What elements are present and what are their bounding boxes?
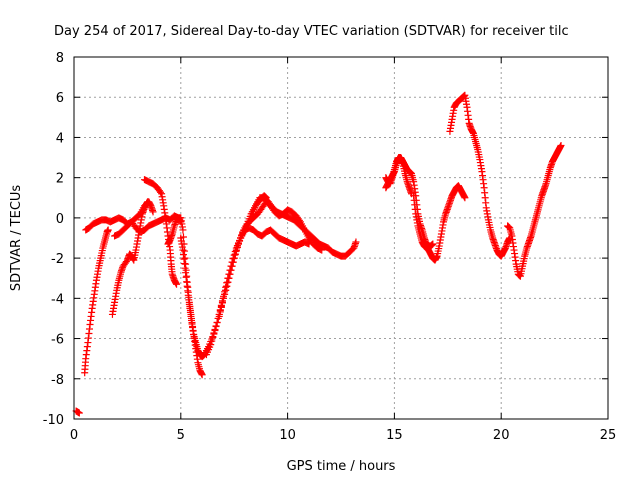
- data-point: [104, 226, 112, 234]
- data-point: [75, 409, 83, 417]
- data-point: [213, 318, 221, 326]
- data-point: [209, 334, 217, 342]
- series-arc-14: [410, 182, 469, 264]
- data-point: [233, 243, 241, 251]
- series-arc-1: [72, 407, 83, 417]
- series-arc-4: [108, 198, 152, 318]
- data-point: [229, 258, 237, 266]
- data-point: [217, 303, 225, 311]
- data-point: [207, 341, 215, 349]
- data-point: [236, 237, 244, 245]
- data-point: [211, 327, 219, 335]
- data-point: [225, 274, 233, 282]
- data-point: [212, 322, 220, 330]
- series-arc-2: [81, 226, 112, 377]
- y-tick-label: -8: [51, 373, 64, 388]
- y-tick-label: 0: [56, 212, 64, 227]
- x-tick-label: 20: [493, 428, 510, 443]
- data-point: [149, 208, 157, 216]
- series-arc-16: [504, 141, 565, 280]
- y-tick-label: -6: [51, 333, 64, 348]
- data-point: [231, 250, 239, 258]
- series-arc-11: [247, 194, 360, 260]
- axis-ticks: 0 5 10 15 20 25 -10 -8 -6 -4 -2 0 2 4 6 8: [43, 51, 617, 443]
- data-point: [179, 226, 187, 234]
- data-point: [216, 308, 224, 316]
- data-point: [210, 330, 218, 338]
- data-point: [122, 258, 130, 266]
- data-point: [221, 290, 229, 298]
- y-axis-label: SDTVAR / TECUs: [9, 185, 24, 292]
- y-tick-label: -2: [51, 252, 64, 267]
- data-point: [198, 371, 206, 379]
- x-tick-label: 0: [70, 428, 78, 443]
- data-point: [232, 246, 240, 254]
- y-tick-label: -10: [43, 413, 64, 428]
- data-point: [220, 294, 228, 302]
- data-point: [461, 194, 469, 202]
- data-point: [227, 266, 235, 274]
- data-point: [223, 282, 231, 290]
- y-tick-label: 2: [56, 172, 64, 187]
- data-point: [352, 238, 360, 246]
- data-point: [215, 312, 223, 320]
- series-arc-15: [446, 91, 514, 260]
- data-point: [429, 240, 437, 248]
- data-point: [173, 280, 181, 288]
- data-point: [222, 286, 230, 294]
- data-point: [208, 337, 216, 345]
- x-tick-label: 15: [386, 428, 403, 443]
- data-point: [230, 254, 238, 262]
- data-point: [218, 299, 226, 307]
- y-tick-label: 8: [56, 51, 64, 66]
- y-tick-label: 6: [56, 91, 64, 106]
- y-tick-label: 4: [56, 131, 64, 146]
- data-point: [234, 240, 242, 248]
- x-tick-label: 10: [279, 428, 296, 443]
- data-point: [224, 278, 232, 286]
- x-tick-label: 25: [600, 428, 617, 443]
- data-point: [226, 270, 234, 278]
- x-axis-label: GPS time / hours: [287, 459, 396, 474]
- chart-title: Day 254 of 2017, Sidereal Day-to-day VTE…: [54, 24, 569, 39]
- data-point: [557, 141, 565, 149]
- plot-frame: [73, 56, 609, 420]
- y-tick-label: -4: [51, 292, 64, 307]
- data-point: [181, 247, 189, 255]
- data-point: [228, 262, 236, 270]
- series-arc-10: [215, 198, 326, 320]
- series-arc-6: [140, 176, 181, 288]
- series-arc-5: [111, 198, 157, 240]
- data-point: [157, 188, 165, 196]
- data-series: [72, 91, 565, 417]
- x-tick-label: 5: [177, 428, 185, 443]
